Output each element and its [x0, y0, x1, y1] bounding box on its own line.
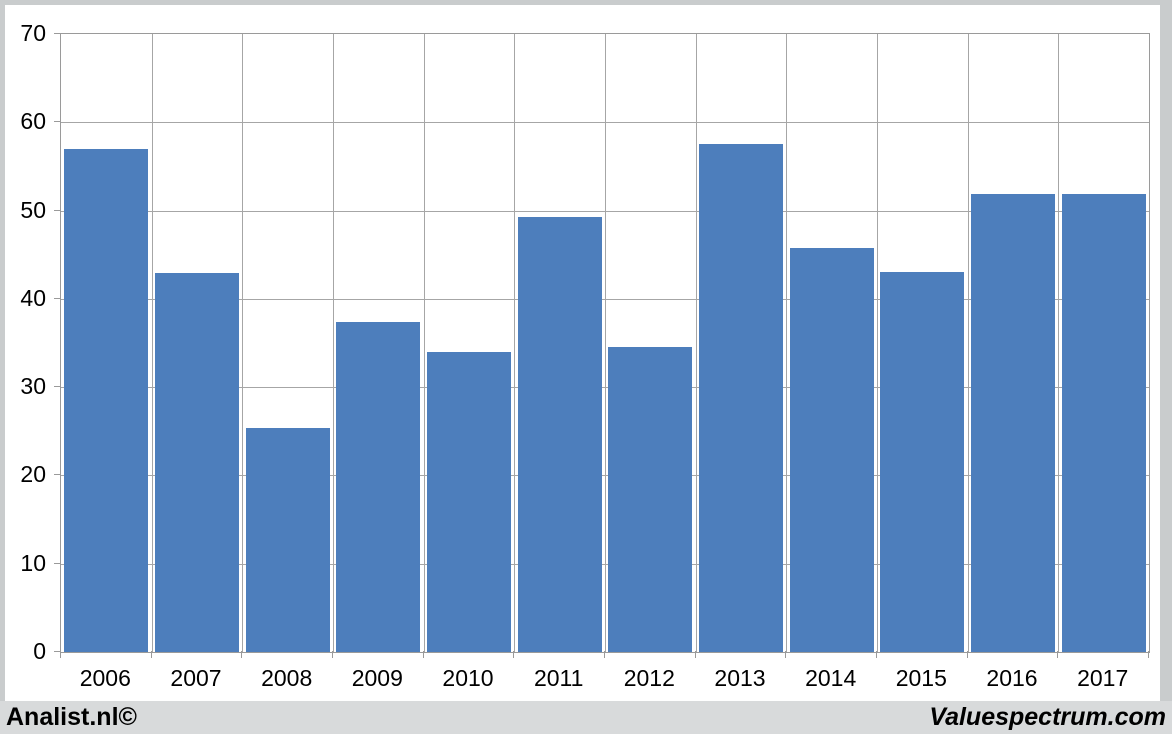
y-tick-30 — [54, 386, 60, 388]
x-axis-label-2013: 2013 — [714, 665, 766, 691]
y-tick-40 — [54, 297, 60, 299]
y-axis-label-60: 60 — [20, 108, 46, 135]
plot-grid-and-bars — [61, 34, 1149, 652]
x-axis-label-2006: 2006 — [79, 665, 131, 691]
gridline-v-5 — [514, 34, 516, 652]
x-tick-9 — [876, 651, 877, 658]
y-axis-label-20: 20 — [20, 461, 46, 488]
gridline-v-3 — [333, 34, 334, 652]
bar-2011 — [517, 216, 602, 652]
x-tick-4 — [422, 651, 424, 658]
chart-canvas: 0 10 20 30 40 50 60 70 2006 2007 2008 2009 2010 2011 2… — [5, 5, 1160, 701]
gridline-v-4 — [423, 34, 425, 652]
y-tick-10 — [54, 562, 60, 564]
x-tick-12 — [1148, 651, 1149, 658]
bar-2009 — [336, 321, 421, 652]
y-axis-label-0: 0 — [33, 638, 46, 664]
x-tick-1 — [150, 651, 152, 658]
bar-2008 — [245, 427, 330, 652]
gridline-v-7 — [695, 34, 697, 652]
x-tick-7 — [694, 651, 696, 658]
x-axis-label-2010: 2010 — [442, 665, 494, 691]
y-tick-50 — [54, 209, 60, 211]
y-axis-label-40: 40 — [20, 284, 46, 311]
y-tick-60 — [54, 121, 60, 123]
brand-analist: Analist.nl© — [6, 703, 137, 731]
x-axis-label-2017: 2017 — [1077, 665, 1129, 691]
x-tick-6 — [604, 651, 605, 658]
x-axis-label-2009: 2009 — [351, 665, 403, 691]
x-axis-label-2015: 2015 — [895, 665, 947, 691]
gridline-v-8 — [786, 34, 788, 652]
bar-2012 — [608, 347, 693, 652]
gridline-v-11 — [1058, 34, 1060, 652]
gridline-v-2 — [242, 34, 244, 652]
bar-2006 — [64, 148, 149, 652]
x-tick-10 — [966, 651, 968, 658]
bar-2017 — [1061, 193, 1146, 652]
y-axis-label-50: 50 — [20, 196, 46, 223]
y-axis-label-30: 30 — [20, 373, 46, 400]
brand-valuespectrum: Valuespectrum.com — [929, 703, 1166, 731]
y-axis-label-70: 70 — [20, 20, 46, 46]
gridline-v-6 — [605, 34, 606, 652]
bar-2015 — [880, 271, 965, 652]
x-axis-label-2007: 2007 — [170, 665, 222, 691]
x-tick-8 — [785, 651, 787, 658]
x-axis-label-2008: 2008 — [261, 665, 313, 691]
x-axis-label-2012: 2012 — [623, 665, 675, 691]
x-axis-label-2014: 2014 — [805, 665, 857, 691]
footer-band: Analist.nl© Valuespectrum.com — [0, 701, 1172, 734]
x-axis-label-2016: 2016 — [986, 665, 1038, 691]
plot-area — [60, 33, 1150, 653]
bar-2007 — [155, 273, 239, 652]
gridline-v-1 — [151, 34, 153, 652]
x-tick-11 — [1057, 651, 1059, 658]
bar-2016 — [971, 193, 1055, 652]
y-tick-0 — [54, 651, 60, 652]
gridline-v-9 — [877, 34, 878, 652]
x-tick-0 — [60, 651, 61, 658]
gridline-v-10 — [967, 34, 969, 652]
y-tick-70 — [54, 33, 60, 34]
x-tick-3 — [332, 651, 333, 658]
y-tick-20 — [54, 474, 60, 476]
x-tick-2 — [241, 651, 243, 658]
x-axis-label-2011: 2011 — [533, 665, 584, 691]
bar-2014 — [789, 247, 874, 652]
bar-2013 — [699, 143, 783, 652]
x-tick-5 — [513, 651, 515, 658]
bar-2010 — [427, 351, 511, 652]
y-axis-label-10: 10 — [20, 549, 46, 576]
